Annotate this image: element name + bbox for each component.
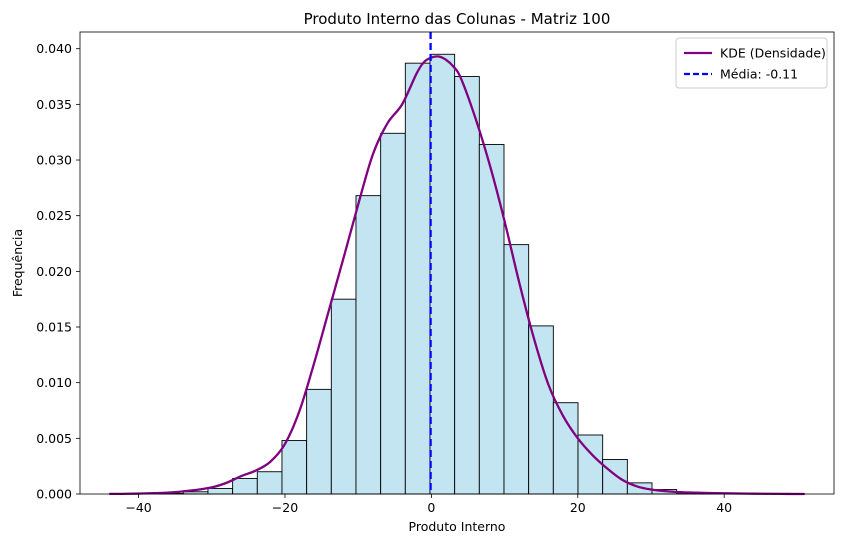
histogram-bar [404,62,431,495]
histogram-bars [158,53,752,495]
histogram-bar [454,76,480,495]
legend-box [675,37,828,89]
histogram-bar [330,298,357,495]
x-axis-label: Produto Interno [409,519,506,534]
histogram-bar [429,53,456,495]
histogram-bar [478,143,505,495]
chart-title: Produto Interno das Colunas - Matriz 100 [304,10,611,28]
y-tick-label: 0.020 [36,264,72,279]
y-tick-label: 0.010 [36,375,72,390]
y-tick-label: 0.025 [36,208,72,223]
y-axis-label: Frequência [10,229,25,297]
histogram-bar [602,459,628,495]
plot-frame [79,31,835,495]
histogram-bar [355,195,382,495]
y-tick-label: 0.005 [36,431,72,446]
histogram-bar [281,440,308,495]
y-tick-label: 0.035 [36,97,72,112]
y-tick-label: 0.030 [36,153,72,168]
legend-mean-label: Média: -0.11 [720,67,798,82]
x-tick-label: 40 [716,500,732,515]
y-tick-label: 0.000 [36,487,72,502]
histogram-bar [380,132,406,495]
kde-curve [109,55,805,496]
histogram-bar [232,477,258,495]
y-tick-label: 0.040 [36,41,72,56]
x-axis-ticks: −40 −20 0 20 40 [125,494,732,515]
x-tick-label: −20 [272,500,298,515]
x-tick-label: 20 [570,500,586,515]
histogram-bar [528,325,554,495]
legend-kde-label: KDE (Densidade) [720,46,826,61]
histogram-bar [306,388,332,495]
y-axis-ticks: 0.000 0.005 0.010 0.015 0.020 0.025 0.030 0.035… [36,41,80,502]
x-tick-label: −40 [125,500,151,515]
legend: KDE (Densidade) Média: -0.11 [675,37,828,89]
kde-layer [109,55,805,496]
y-tick-label: 0.015 [36,320,72,335]
histogram-bar [503,244,530,495]
x-tick-label: 0 [427,500,435,515]
histogram-bar [256,471,283,495]
histogram-bar [552,402,579,495]
histogram-bar [207,487,234,495]
